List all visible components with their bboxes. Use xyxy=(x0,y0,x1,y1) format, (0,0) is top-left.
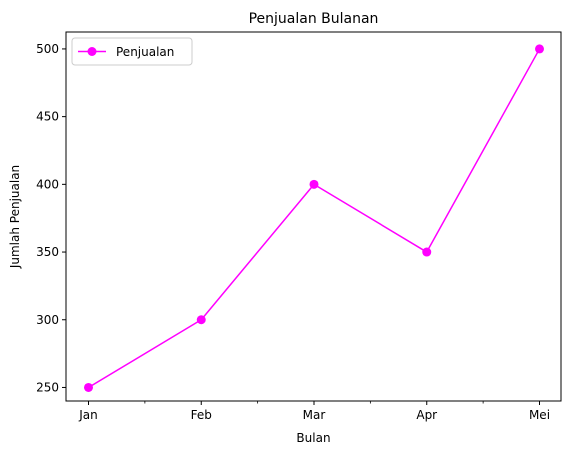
legend-marker xyxy=(87,47,97,56)
x-tick-label: Feb xyxy=(191,408,212,422)
data-point xyxy=(196,315,206,325)
x-tick-label: Mei xyxy=(529,408,550,422)
x-tick-label: Mar xyxy=(303,408,326,422)
data-point xyxy=(535,44,544,54)
data-point xyxy=(422,247,432,257)
data-point xyxy=(309,179,319,189)
y-tick-label: 350 xyxy=(36,245,59,259)
legend: Penjualan xyxy=(71,37,193,66)
x-axis-label: Bulan xyxy=(296,431,330,445)
legend-box xyxy=(71,37,193,66)
y-tick-label: 400 xyxy=(36,177,59,191)
y-tick-label: 450 xyxy=(36,110,59,124)
y-axis-ticks: 250 300 350 400 450 500 xyxy=(36,42,66,394)
x-tick-label: Jan xyxy=(78,408,98,422)
y-tick-label: 250 xyxy=(36,380,59,394)
plot-frame xyxy=(65,31,562,402)
data-point xyxy=(84,382,93,392)
x-tick-label: Apr xyxy=(416,408,437,422)
legend-label: Penjualan xyxy=(116,45,174,59)
chart-title: Penjualan Bulanan xyxy=(249,11,379,27)
y-axis-label: Jumlah Penjualan xyxy=(8,165,22,269)
y-tick-label: 500 xyxy=(36,42,59,56)
series-layer xyxy=(84,44,544,392)
plot-area xyxy=(66,32,561,401)
x-axis-ticks: Jan Feb Mar Apr Mei xyxy=(78,401,550,422)
y-tick-label: 300 xyxy=(36,313,59,327)
